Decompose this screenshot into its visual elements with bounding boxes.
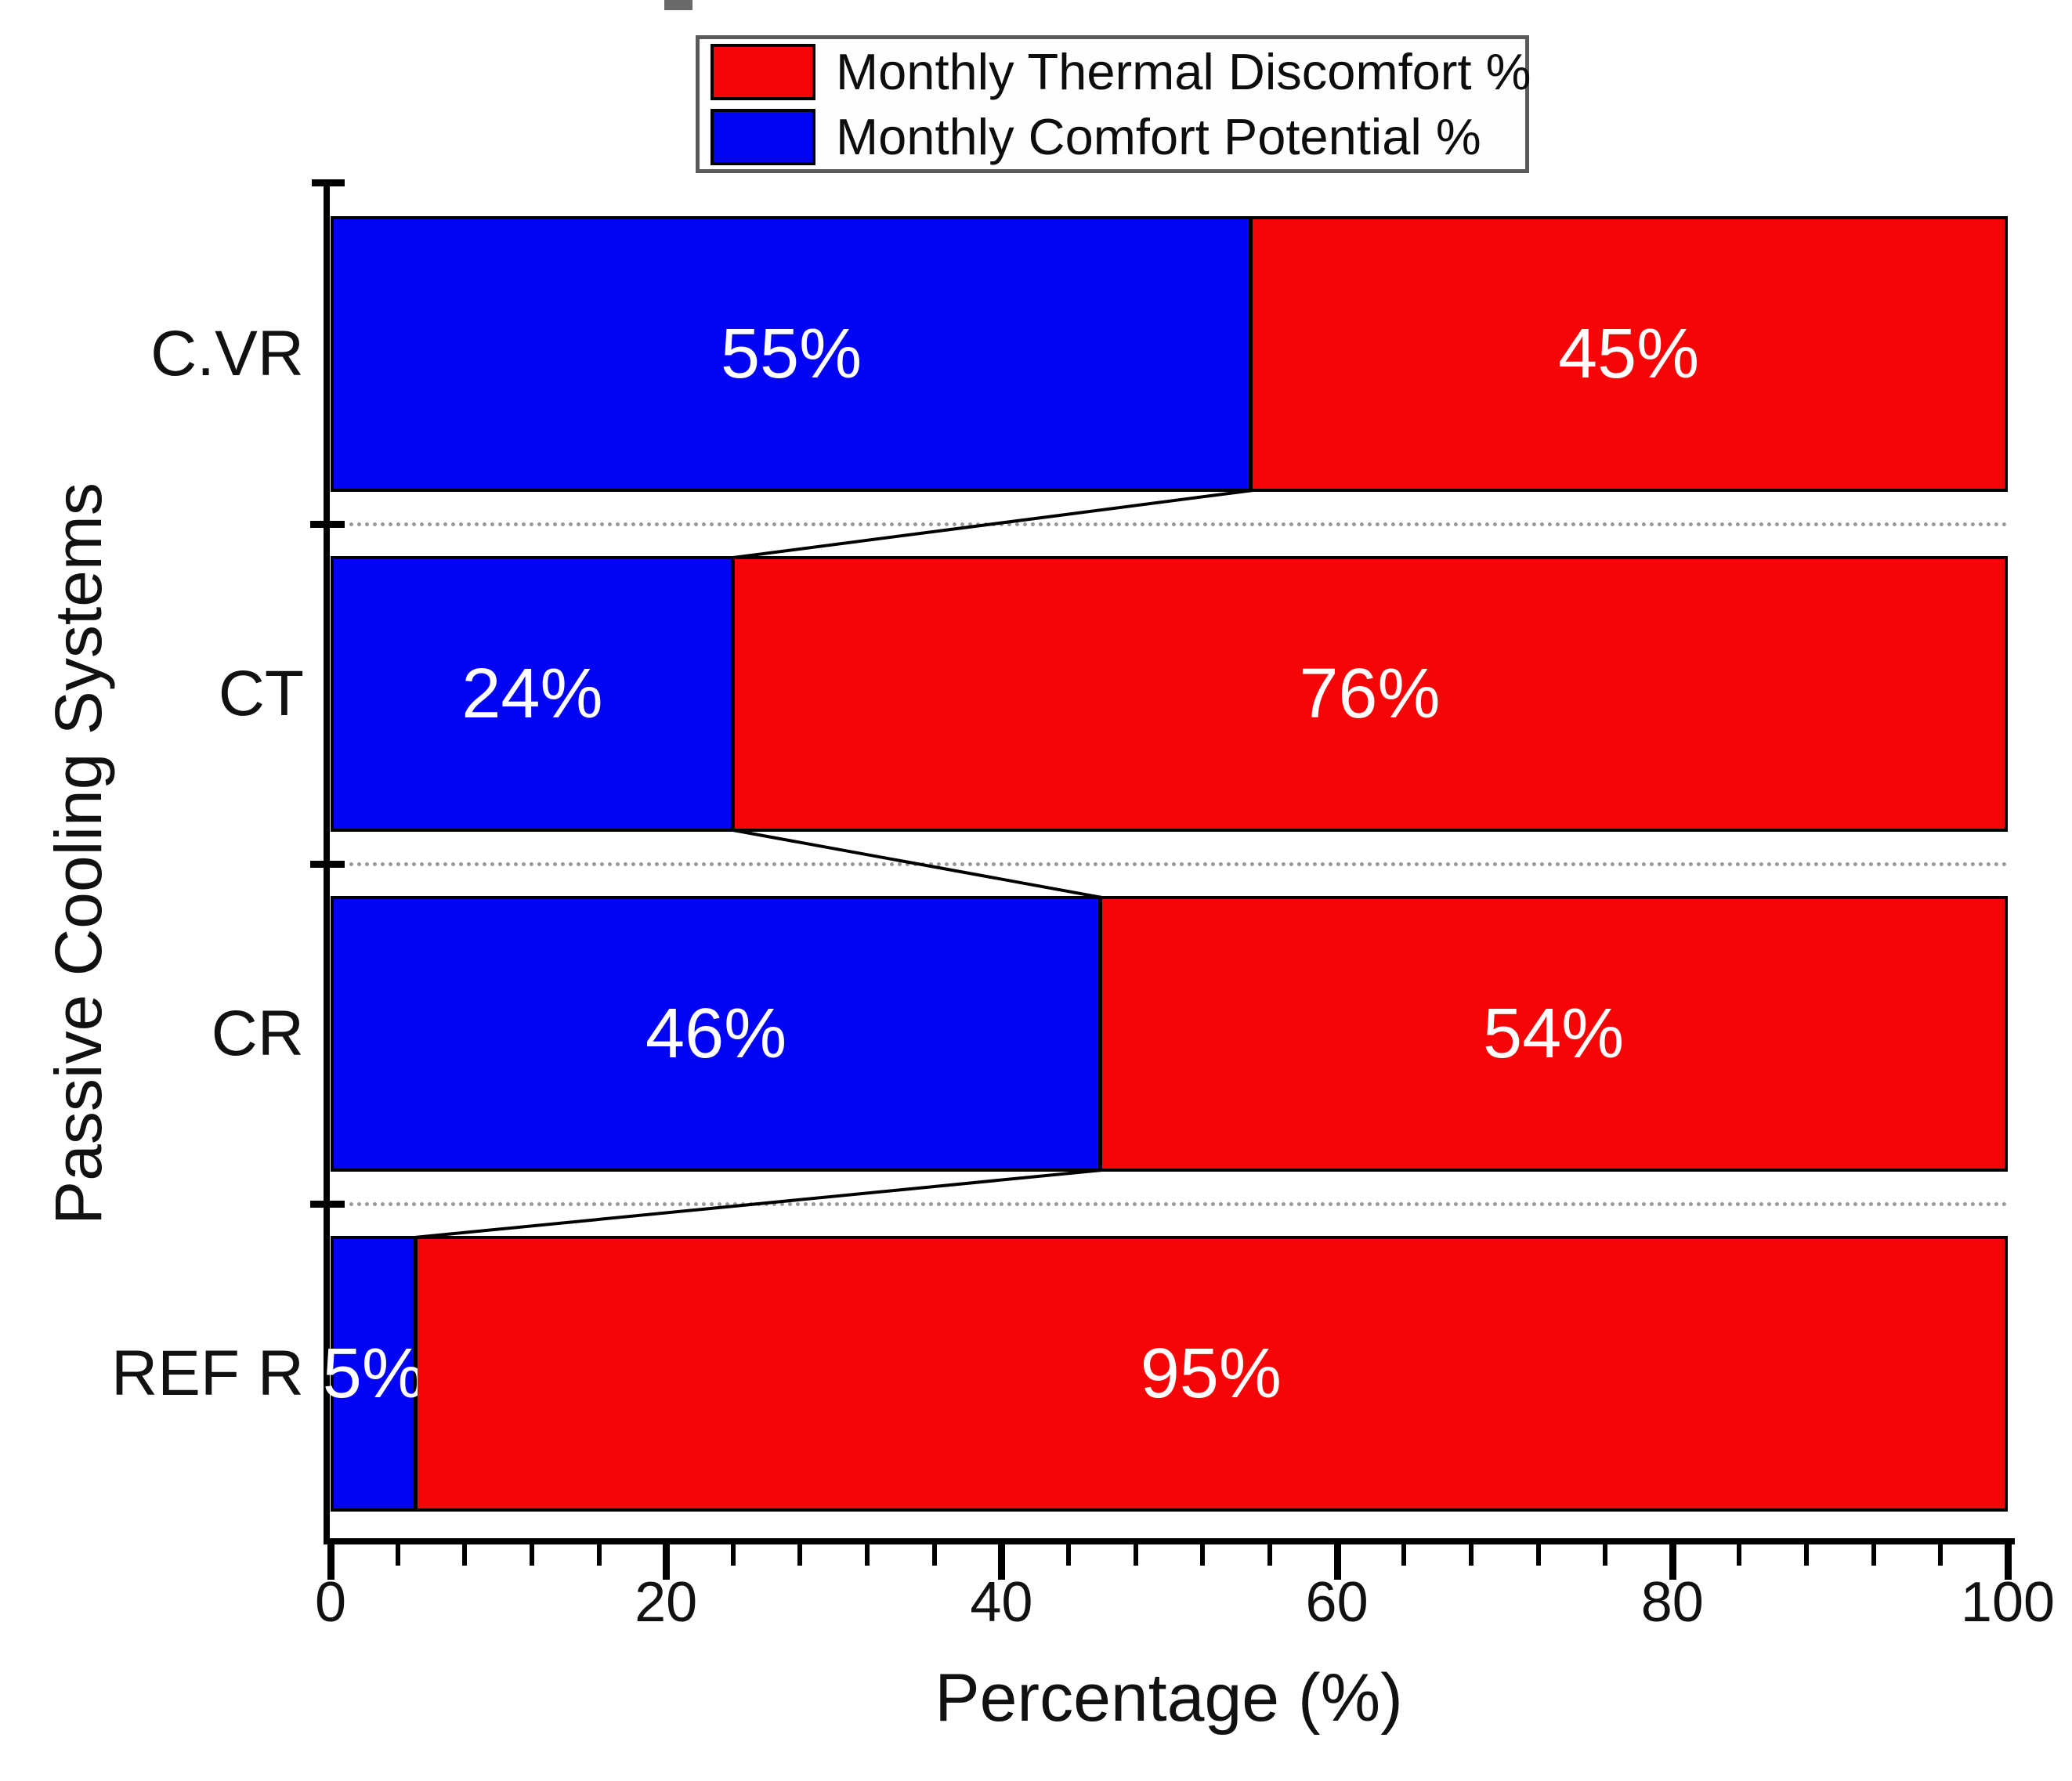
y-axis-title: Passive Cooling Systems [42,482,115,1225]
x-axis-minor-tick [1535,1544,1541,1566]
y-category-label: REF R [111,1338,304,1409]
x-axis-tick-label: 80 [1640,1571,1704,1634]
segment-value-label: 45% [1558,315,1700,393]
stray-mark [664,0,692,10]
x-axis-minor-tick [1200,1544,1206,1566]
x-axis-tick-label: 60 [1305,1571,1369,1634]
legend-item-comfort-potential: Monthly Comfort Potential % [700,104,1525,169]
x-axis-tick-label: 100 [1960,1571,2056,1634]
x-axis-minor-tick [596,1544,602,1566]
red-swatch-icon [711,43,815,100]
segment-thermal-discomfort: 95% [417,1239,2005,1508]
x-axis-minor-tick [797,1544,803,1566]
segment-value-label: 76% [1299,655,1441,733]
x-axis-title: Percentage (%) [935,1660,1403,1736]
bar-ct: 24% 76% [331,556,2008,832]
segment-value-label: 95% [1140,1335,1282,1413]
dashed-gridline [349,522,2008,526]
segment-thermal-discomfort: 45% [1253,219,2005,489]
x-axis-minor-tick [1066,1544,1072,1566]
x-axis-minor-tick [931,1544,937,1566]
segment-comfort-potential: 24% [334,559,735,829]
segment-thermal-discomfort: 54% [1102,899,2005,1169]
x-axis-minor-tick [1804,1544,1810,1566]
segment-thermal-discomfort: 76% [734,559,2005,829]
segment-value-label: 55% [721,315,862,393]
y-axis-tick [310,861,345,868]
y-axis-tick [310,521,345,528]
x-axis-major-tick [2005,1544,2012,1580]
x-axis-minor-tick [1737,1544,1742,1566]
segment-comfort-potential: 55% [334,219,1253,489]
x-axis-major-tick [998,1544,1006,1580]
segment-comfort-potential: 5% [323,1239,425,1508]
bar-ref-r: 5% 95% [323,1236,2008,1512]
dashed-gridline [349,1202,2008,1206]
x-axis-line [324,1538,2015,1544]
x-axis-major-tick [1333,1544,1341,1580]
x-axis-minor-tick [1133,1544,1138,1566]
blue-swatch-icon [711,108,815,165]
segment-value-label: 46% [645,995,787,1073]
segment-value-label: 5% [322,1335,425,1413]
x-axis-minor-tick [1401,1544,1407,1566]
x-axis-minor-tick [529,1544,534,1566]
y-category-label: CR [211,998,304,1069]
y-axis-top-tick [312,179,345,186]
x-axis-minor-tick [1603,1544,1608,1566]
y-category-label: CT [218,658,304,729]
x-axis-minor-tick [865,1544,870,1566]
x-axis-minor-tick [1468,1544,1474,1566]
x-axis-tick-label: 20 [635,1571,698,1634]
x-axis-minor-tick [730,1544,736,1566]
segment-value-label: 24% [461,655,603,733]
segment-value-label: 54% [1483,995,1625,1073]
x-axis-minor-tick [1267,1544,1272,1566]
x-axis-major-tick [663,1544,671,1580]
segment-comfort-potential: 46% [334,899,1103,1169]
x-axis-major-tick [327,1544,334,1580]
dashed-gridline [349,862,2008,866]
legend: Monthly Thermal Discomfort % Monthly Com… [696,35,1531,173]
x-axis-minor-tick [1871,1544,1876,1566]
x-axis-minor-tick [395,1544,400,1566]
x-axis-major-tick [1669,1544,1676,1580]
legend-label: Monthly Comfort Potential % [836,108,1481,165]
x-axis-minor-tick [462,1544,468,1566]
bar-cr: 46% 54% [331,896,2008,1172]
bar-c-vr: 55% 45% [331,216,2008,492]
x-axis-tick-label: 40 [970,1571,1033,1634]
y-axis-tick [310,1201,345,1208]
x-axis-tick-label: 0 [314,1571,347,1634]
legend-item-thermal-discomfort: Monthly Thermal Discomfort % [700,39,1531,104]
x-axis-minor-tick [1938,1544,1944,1566]
legend-label: Monthly Thermal Discomfort % [836,43,1531,100]
y-category-label: C.VR [150,318,304,389]
